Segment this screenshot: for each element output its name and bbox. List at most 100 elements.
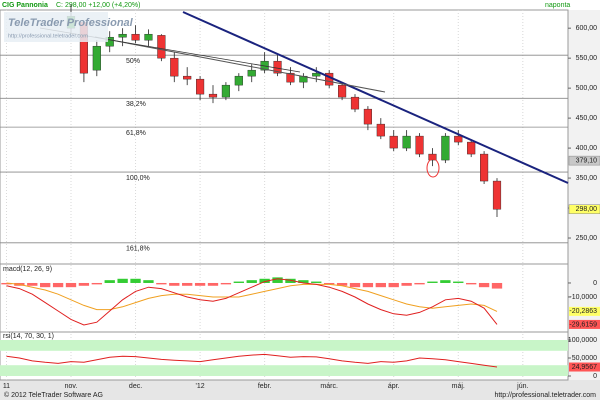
histogram-bar [478,282,490,288]
candle-body [208,93,218,98]
candle-body [144,33,153,41]
histogram-bar [40,282,51,288]
histogram-bar [27,282,38,286]
panel-title: rsi(14, 70, 30, 1) [3,333,54,340]
candle-body [338,84,347,98]
candle-body [480,153,489,182]
x-tick-label: febr. [258,383,272,390]
histogram-bar [91,282,102,285]
histogram-bar [311,281,322,283]
watermark-url: http://professional.teletrader.com [8,33,88,39]
histogram-bar [156,282,167,285]
candle-body [454,135,463,143]
y-tick-label: 600,00 [576,25,598,32]
histogram-bar [143,280,154,283]
level-label: 100,0% [126,175,150,182]
candle-body [492,180,502,210]
price-marker-label: 379,10 [576,157,598,164]
histogram-bar [388,282,399,288]
candle-body [441,135,450,161]
y-tick-label: 0 [593,373,597,380]
candle-body [92,45,101,71]
panel-title: macd(12, 26, 9) [3,266,52,273]
value-label: -29,6159 [569,321,597,328]
candle-body [170,57,179,77]
histogram-bar [401,282,412,286]
histogram-bar [233,281,244,283]
y-tick-label: 100,0000 [568,337,597,344]
oversold-band [0,365,568,376]
histogram-bar [78,282,90,286]
y-tick-label: 500,00 [576,85,598,92]
highlight-circle [426,158,440,178]
histogram-bar [285,278,296,283]
symbol: CIG Pannonia [2,2,48,9]
candle-body [247,69,256,77]
candle-body [350,96,360,110]
candle-body [376,123,385,137]
trend-line [94,36,386,93]
y-tick-label: 250,00 [576,235,598,242]
x-tick-label: jún. [516,383,528,390]
indicator-line [6,278,498,326]
candle-body [118,33,127,38]
histogram-bar [130,278,141,283]
period: naponta [545,2,570,9]
watermark-brand: TeleTrader Professional [8,17,134,29]
y-tick-label: 400,00 [576,145,598,152]
histogram-bar [182,282,193,286]
histogram-bar [298,280,309,283]
histogram-bar [259,278,270,283]
candle-body [402,135,411,149]
candle-body [183,75,192,80]
x-tick-label: máj. [452,383,465,390]
candle-body [196,78,205,95]
price-marker [568,204,600,214]
histogram-bar [440,280,451,283]
y-tick-label: -10,0000 [569,294,597,301]
candle-body [415,135,424,155]
overbought-band [0,340,568,351]
candle-body [389,135,398,149]
histogram-bar [207,282,219,286]
histogram-bar [272,277,283,283]
level-label: 38,2% [126,101,146,108]
candle-body [221,84,230,98]
candle-body [363,108,372,125]
candle-body [312,72,321,77]
histogram-bar [104,280,115,283]
candle-body [467,141,476,155]
y-tick-label: 50,0000 [572,355,597,362]
copyright: © 2012 TeleTrader Software AG [4,391,103,399]
histogram-bar [427,281,438,283]
histogram-bar [65,282,77,288]
histogram-bar [491,282,503,289]
y-tick-label: 0 [593,280,597,287]
histogram-bar [1,282,12,285]
level-label: 161,8% [126,246,150,253]
level-label: 61,8% [126,130,146,137]
level-label: 50% [126,58,140,65]
axis-area [568,10,600,380]
x-tick-label: dec. [129,383,142,390]
x-tick-label: 11 [3,383,10,390]
indicator-line [6,282,498,312]
histogram-bar [336,282,348,286]
value-label: -20,2863 [569,308,597,315]
candle-body [131,33,140,41]
x-tick-label: '12 [196,383,205,390]
histogram-bar [362,282,374,288]
x-tick-label: márc. [320,383,338,390]
histogram-bar [414,282,425,285]
value-label: 24,9567 [572,364,597,371]
histogram-bar [52,282,64,288]
trend-line [182,11,569,184]
price-marker-label: 298,00 [576,206,598,213]
x-tick-label: nov. [65,383,78,390]
histogram-bar [220,282,232,285]
watermark-box [4,12,108,42]
histogram-bar [169,282,180,286]
x-tick-label: ápr. [388,383,400,390]
candle-body [157,35,166,59]
